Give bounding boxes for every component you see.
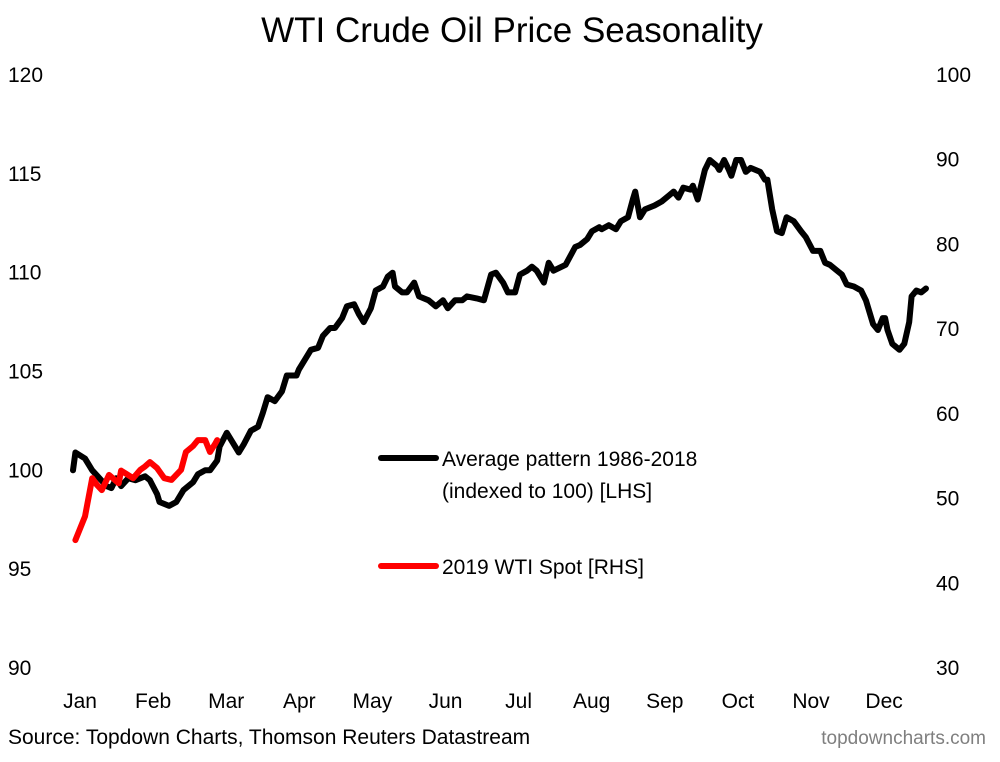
x-tick-label: Jul (505, 690, 532, 713)
right-tick-label: 30 (936, 657, 959, 680)
right-tick-label: 50 (936, 488, 959, 511)
left-tick-label: 100 (8, 459, 43, 482)
left-tick-label: 120 (8, 64, 43, 87)
x-tick-label: Jan (63, 690, 97, 713)
right-tick-label: 90 (936, 149, 959, 172)
right-tick-label: 40 (936, 572, 959, 595)
chart-title: WTI Crude Oil Price Seasonality (261, 11, 763, 50)
x-tick-label: Dec (865, 690, 902, 713)
watermark: topdowncharts.com (821, 728, 986, 749)
x-tick-label: Nov (792, 690, 830, 713)
left-tick-label: 105 (8, 361, 43, 384)
x-tick-label: Apr (283, 690, 316, 713)
x-tick-label: Jun (429, 690, 463, 713)
series-line-2019-wti-spot (72, 437, 221, 544)
right-tick-label: 70 (936, 318, 959, 341)
x-tick-label: Mar (208, 690, 244, 713)
legend-label-average-line1: Average pattern 1986-2018 (442, 448, 697, 471)
left-tick-label: 110 (8, 262, 41, 285)
right-tick-label: 80 (936, 233, 959, 256)
series-line-average-pattern (70, 157, 929, 509)
left-tick-label: 115 (8, 163, 41, 186)
legend-label-2019: 2019 WTI Spot [RHS] (442, 556, 644, 579)
legend-label-average-line2: (indexed to 100) [LHS] (442, 480, 652, 503)
left-tick-label: 90 (8, 657, 31, 680)
x-tick-label: Aug (573, 690, 610, 713)
right-axis-ticks: 100 90 80 70 60 50 40 30 (936, 64, 971, 680)
source-note: Source: Topdown Charts, Thomson Reuters … (8, 726, 530, 749)
x-tick-label: Feb (135, 690, 171, 713)
x-tick-label: Oct (722, 690, 755, 713)
right-tick-label: 100 (936, 64, 971, 87)
x-tick-label: May (353, 690, 393, 713)
legend: Average pattern 1986-2018 (indexed to 10… (378, 448, 697, 579)
x-tick-label: Sep (646, 690, 683, 713)
left-axis-ticks: 120 115 110 105 100 95 90 (8, 64, 43, 680)
left-tick-label: 95 (8, 558, 31, 581)
right-tick-label: 60 (936, 403, 959, 426)
series-lines (70, 157, 929, 544)
x-axis-ticks: Jan Feb Mar Apr May Jun Jul Aug Sep Oct Nov Dec (63, 690, 903, 713)
